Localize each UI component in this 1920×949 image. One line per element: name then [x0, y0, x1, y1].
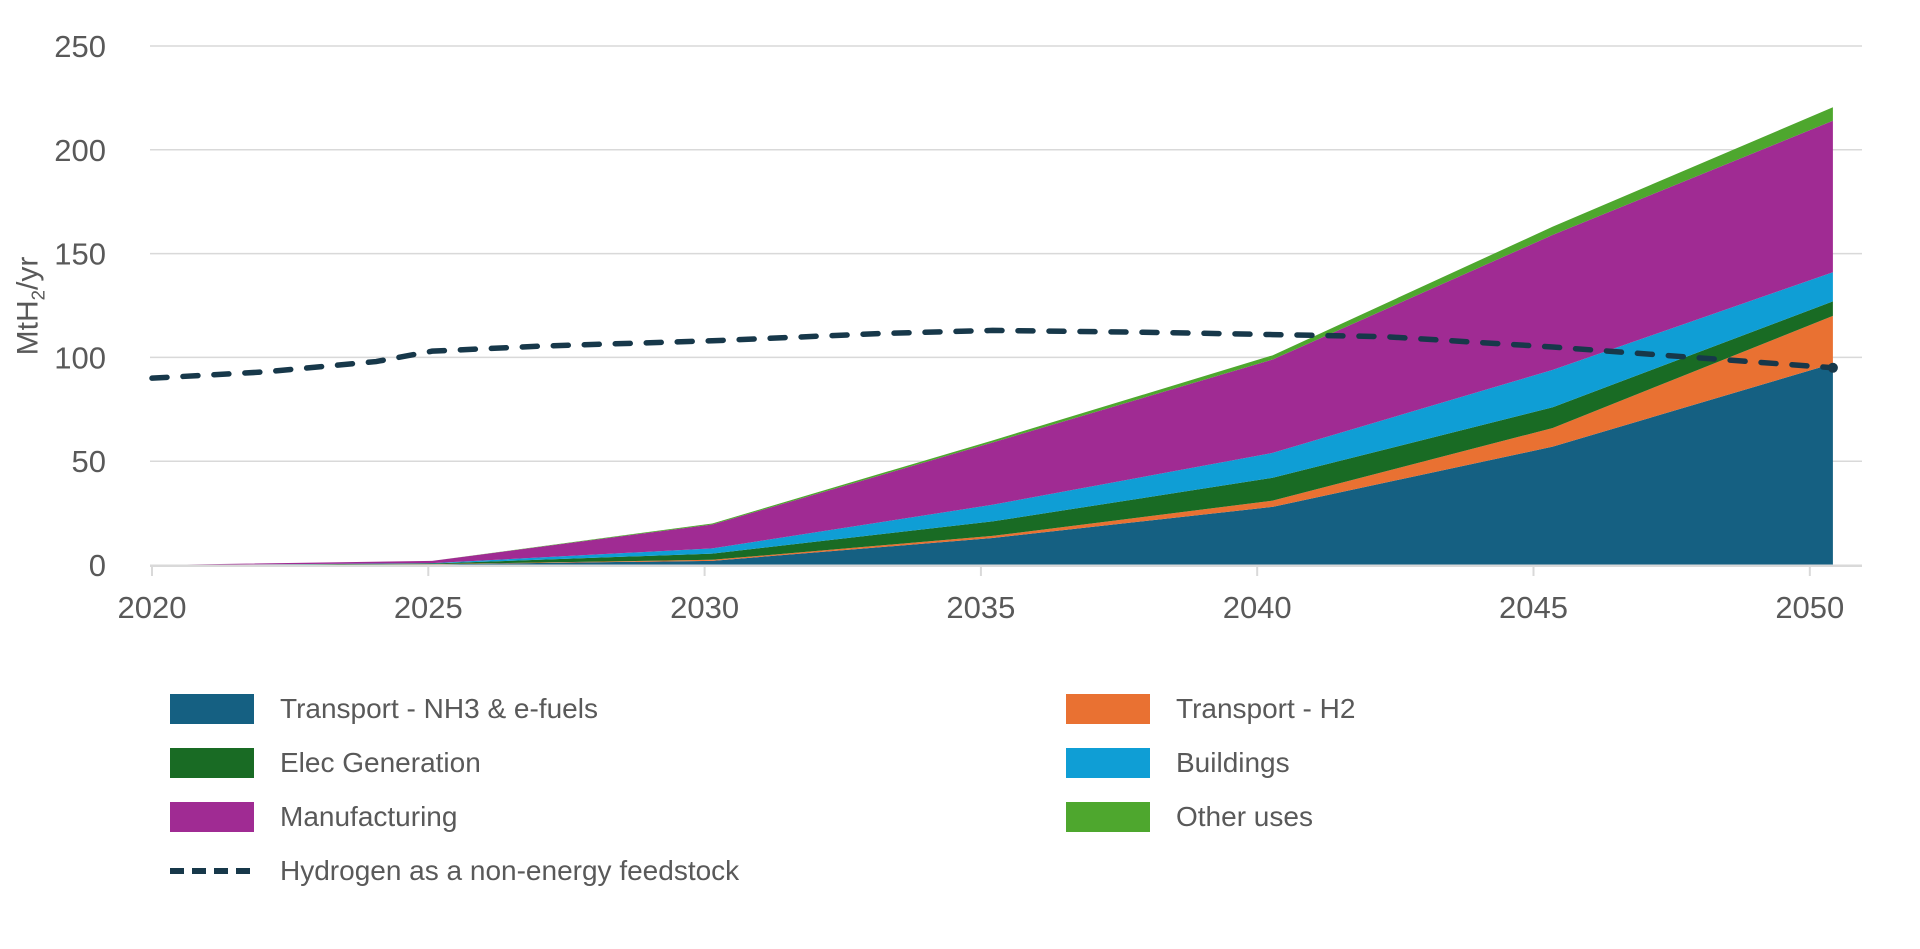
legend-dashed-line-swatch — [170, 868, 254, 874]
legend-swatch-elec-generation — [170, 748, 254, 778]
legend-label-elec-generation: Elec Generation — [280, 747, 481, 778]
legend-item-transport-h2: Transport - H2 — [1066, 693, 1355, 725]
chart-plot-area: 2020 2025 2030 2035 2040 2045 2050 0 50 100 150 200… — [54, 29, 1862, 625]
legend-item-other-uses: Other uses — [1066, 801, 1355, 833]
legend-item-manufacturing: Manufacturing — [170, 801, 739, 833]
legend-swatch-manufacturing — [170, 802, 254, 832]
legend-label-manufacturing: Manufacturing — [280, 801, 458, 832]
y-tick-label-0: 0 — [89, 548, 106, 583]
y-tick-label-150: 150 — [54, 237, 106, 272]
x-tick-label-2025: 2025 — [394, 590, 463, 625]
legend-item-elec-generation: Elec Generation — [170, 747, 739, 779]
x-tick-label-2045: 2045 — [1499, 590, 1568, 625]
area-transport-nh3-e-fuels — [152, 363, 1833, 565]
y-tick-label-50: 50 — [72, 444, 106, 479]
y-tick-label-100: 100 — [54, 340, 106, 375]
legend-item-transport-nh3-e-fuels: Transport - NH3 & e-fuels — [170, 693, 739, 725]
feedstock-dashed-line — [149, 327, 1836, 381]
legend-item-hydrogen-feedstock: Hydrogen as a non-energy feedstock — [170, 855, 739, 887]
area-buildings — [152, 272, 1833, 565]
area-elec-generation — [152, 301, 1833, 565]
x-tick-label-2035: 2035 — [946, 590, 1015, 625]
feedstock-line-end-dot — [1827, 362, 1838, 373]
y-tick-label-250: 250 — [54, 29, 106, 64]
x-tick-label-2040: 2040 — [1223, 590, 1292, 625]
legend-swatch-transport-nh3-e-fuels — [170, 694, 254, 724]
y-axis-title: MtH2/yr — [4, 46, 56, 566]
legend-label-transport-nh3-e-fuels: Transport - NH3 & e-fuels — [280, 693, 598, 724]
x-tick-label-2030: 2030 — [670, 590, 739, 625]
x-tick-label-2050: 2050 — [1775, 590, 1844, 625]
legend-swatch-other-uses — [1066, 802, 1150, 832]
legend-label-transport-h2: Transport - H2 — [1176, 693, 1356, 724]
legend-column-right: Transport - H2 Buildings Other uses — [1066, 693, 1355, 855]
legend-item-buildings: Buildings — [1066, 747, 1355, 779]
legend-swatch-transport-h2 — [1066, 694, 1150, 724]
legend-label-other-uses: Other uses — [1176, 801, 1313, 832]
legend-label-hydrogen-feedstock: Hydrogen as a non-energy feedstock — [280, 855, 740, 886]
legend-column-left: Transport - NH3 & e-fuels Elec Generatio… — [170, 693, 739, 909]
legend-label-buildings: Buildings — [1176, 747, 1290, 778]
x-tick-label-2020: 2020 — [118, 590, 187, 625]
y-axis-title-text: MtH2/yr — [11, 256, 49, 356]
y-tick-label-200: 200 — [54, 133, 106, 168]
legend-swatch-buildings — [1066, 748, 1150, 778]
